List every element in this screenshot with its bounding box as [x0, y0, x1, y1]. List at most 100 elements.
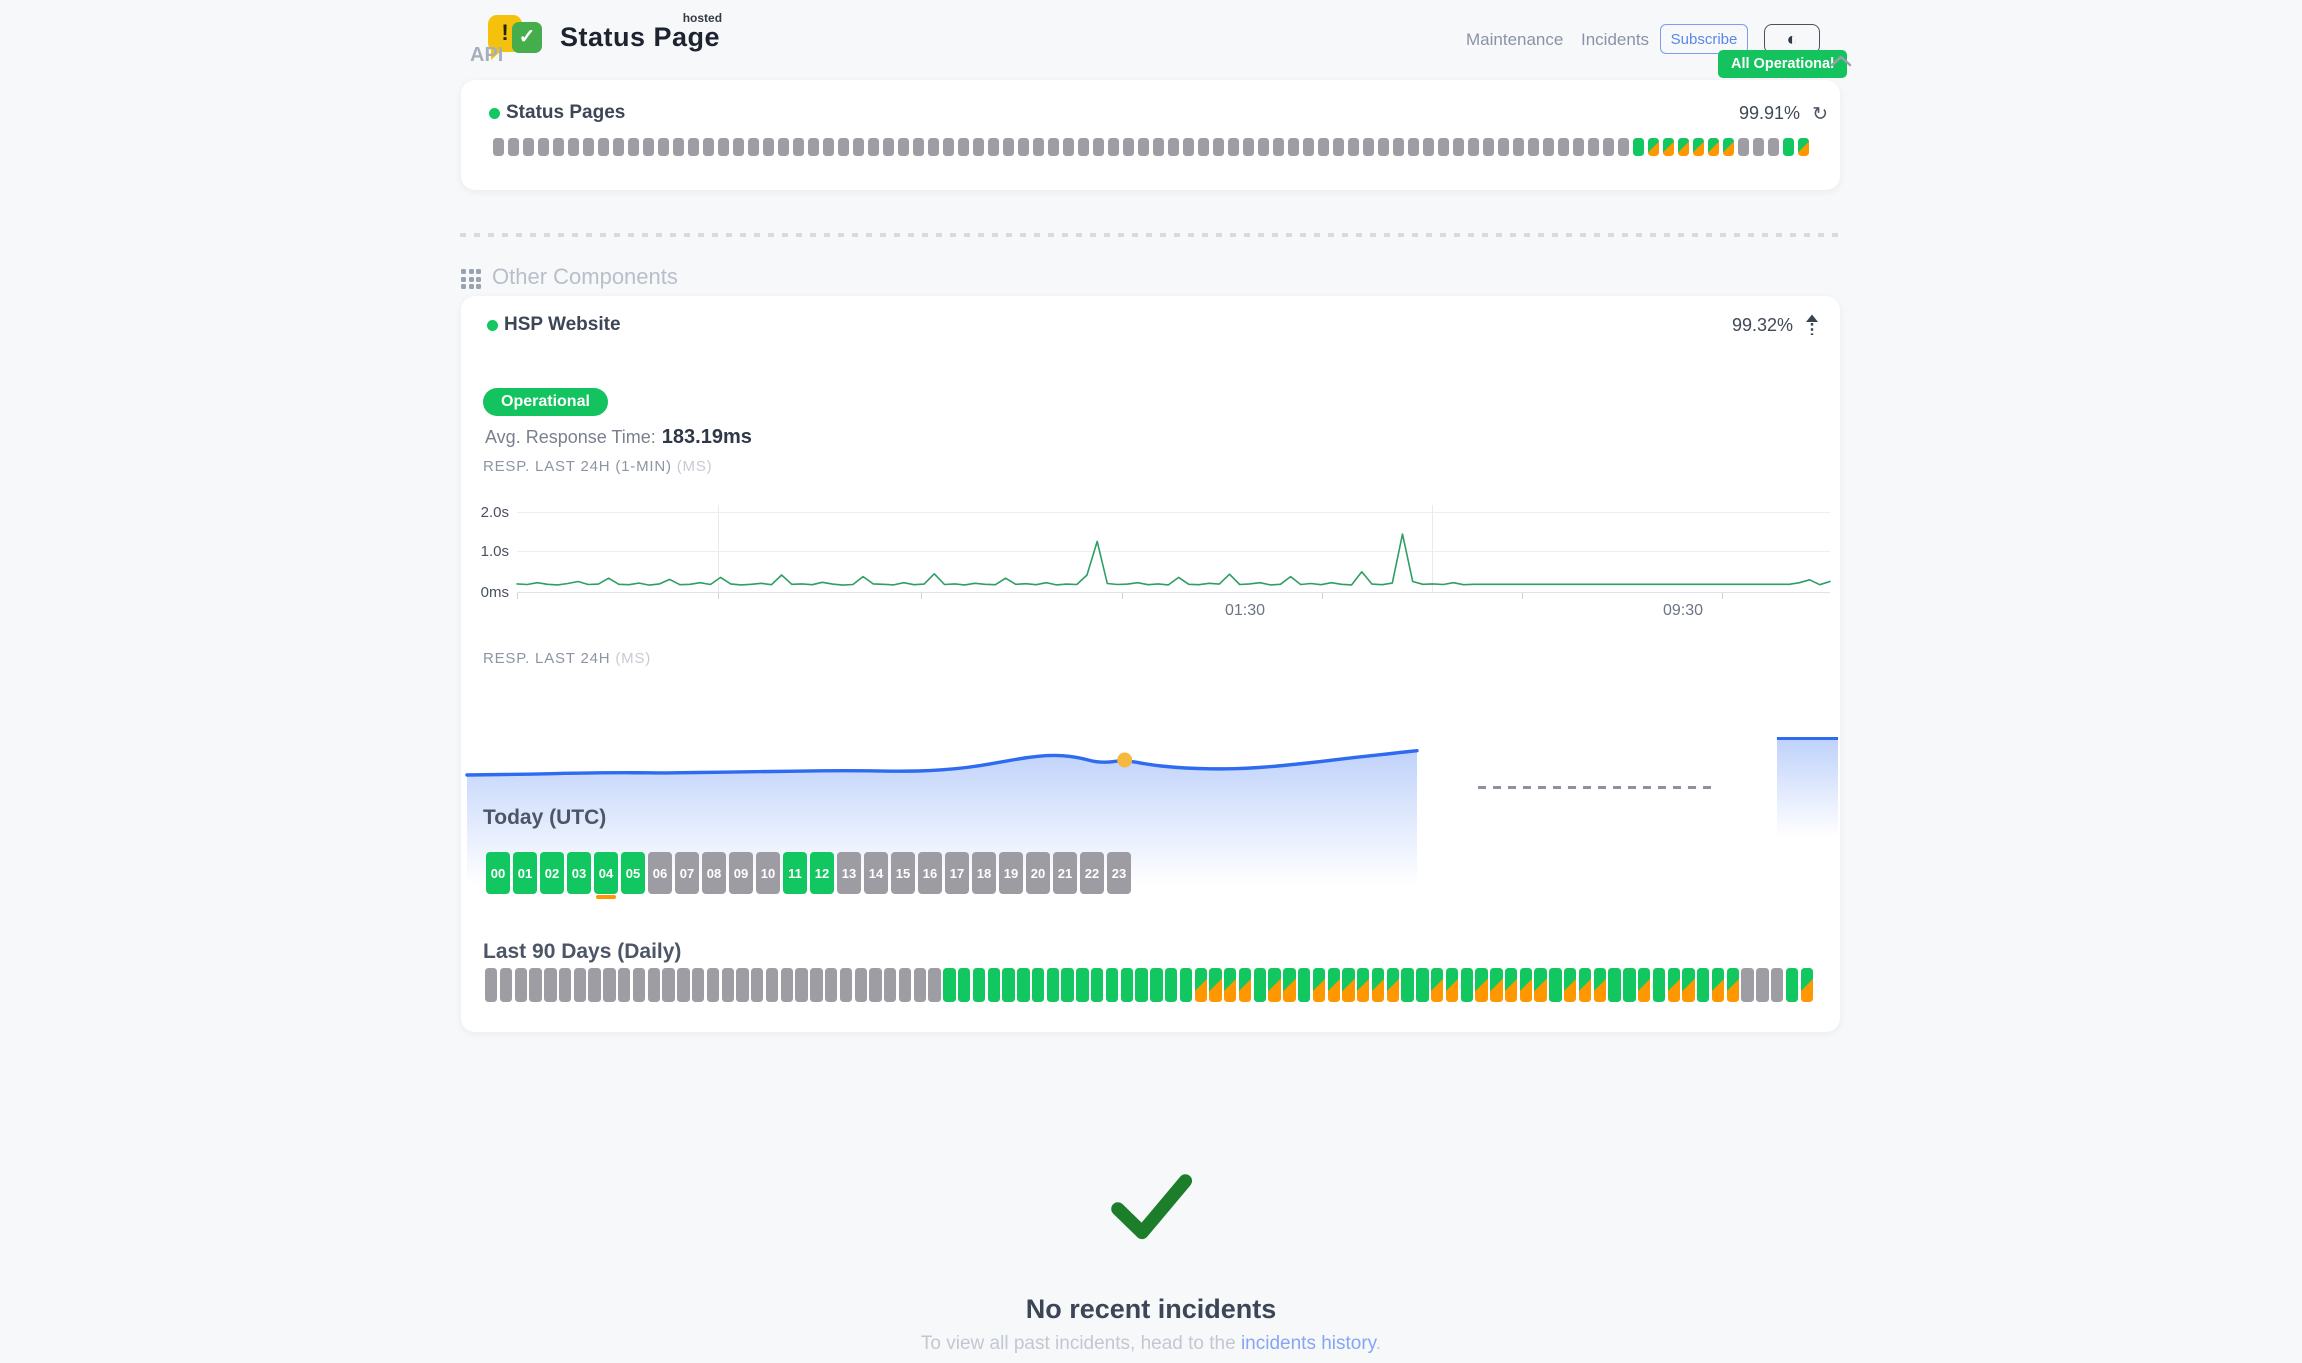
uptime-bar: [1333, 138, 1344, 156]
uptime-bar: [1678, 138, 1689, 156]
success-check-icon: [1111, 1174, 1193, 1240]
uptime-bar: [529, 968, 542, 1002]
hour-label: 03: [571, 865, 587, 881]
uptime-bar: [1063, 138, 1074, 156]
uptime-bar: [1573, 138, 1584, 156]
uptime-bar: [1708, 138, 1719, 156]
chart1-label: RESP. LAST 24H (1-MIN) (MS): [483, 458, 713, 475]
axis-tick: [1322, 593, 1323, 599]
hour-label: 00: [490, 865, 506, 881]
refresh-icon[interactable]: ↻: [1812, 104, 1828, 125]
hour-block-11: 11: [783, 852, 807, 894]
uptime-bar: [854, 968, 867, 1002]
uptime-bar: [1483, 138, 1494, 156]
uptime-bar: [1534, 968, 1547, 1002]
uptime-bar: [598, 138, 609, 156]
uptime-bar: [1798, 138, 1809, 156]
operational-status-badge: Operational: [483, 388, 608, 416]
uptime-bar: [898, 968, 912, 1002]
hour-label: 16: [922, 865, 938, 881]
uptime-bar: [1504, 968, 1518, 1002]
nav-maintenance[interactable]: Maintenance: [1466, 30, 1564, 49]
last90-bar-strip: [485, 968, 1813, 1002]
no-incidents-title: No recent incidents: [1025, 1294, 1277, 1324]
hour-block-10: 10: [756, 852, 780, 894]
uptime-bar: [1153, 138, 1164, 156]
subscribe-button[interactable]: Subscribe: [1660, 24, 1748, 54]
uptime-bar: [1150, 968, 1163, 1002]
uptime-bar: [1002, 968, 1015, 1002]
chart2-label: RESP. LAST 24H (MS): [483, 650, 652, 667]
ytick-1s: 1.0s: [480, 543, 509, 560]
uptime-bar: [1513, 138, 1524, 156]
nav-incidents[interactable]: Incidents: [1581, 30, 1650, 49]
uptime-bar: [1363, 138, 1374, 156]
axis-tick: [517, 593, 518, 599]
uptime-bar: [1179, 968, 1193, 1002]
hour-block-21: 21: [1053, 852, 1077, 894]
hour-label: 18: [976, 865, 992, 881]
gridline: [517, 512, 1830, 513]
uptime-bar: [499, 968, 513, 1002]
theme-half-moon-icon: ◐: [1786, 29, 1798, 49]
collapse-up-arrow-icon[interactable]: [1804, 313, 1820, 337]
uptime-bar: [810, 968, 823, 1002]
uptime-bar: [1519, 968, 1533, 1002]
uptime-bar: [1593, 968, 1606, 1002]
x-axis: [517, 592, 1830, 593]
uptime-bar: [632, 968, 646, 1002]
uptime-bar: [1183, 138, 1194, 156]
hour-block-09: 09: [729, 852, 753, 894]
uptime-bar: [706, 968, 720, 1002]
logo-bubble-tail: [491, 50, 502, 60]
uptime-bar: [736, 968, 749, 1002]
avg-response-value: 183.19ms: [661, 426, 752, 448]
uptime-bar: [1693, 138, 1704, 156]
uptime-bar: [691, 968, 705, 1002]
marker-dot[interactable]: [1117, 752, 1133, 768]
uptime-bar: [1756, 968, 1769, 1002]
avg-response-time: Avg. Response Time: 183.19ms: [485, 426, 752, 449]
uptime-bar: [1318, 138, 1329, 156]
uptime-bar: [839, 968, 853, 1002]
uptime-bar: [853, 138, 864, 156]
incidents-history-link[interactable]: incidents history: [1240, 1333, 1376, 1354]
uptime-bar: [1460, 968, 1473, 1002]
uptime-bar: [1416, 968, 1429, 1002]
uptime-bar: [1588, 138, 1599, 156]
brand: hosted Status Page: [560, 11, 722, 53]
uptime-bar: [793, 138, 804, 156]
uptime-bar: [1253, 968, 1267, 1002]
uptime-bar: [1608, 968, 1621, 1002]
uptime-bar: [1783, 138, 1794, 156]
uptime-bar: [673, 138, 684, 156]
uptime-bar: [1423, 138, 1434, 156]
hour-block-12: 12: [810, 852, 834, 894]
hsp-website-card: HSP Website 99.32% Operational Avg. Resp…: [461, 296, 1840, 1032]
hour-block-03: 03: [567, 852, 591, 894]
uptime-bar: [514, 968, 527, 1002]
uptime-bar: [1108, 138, 1119, 156]
alert-icon: !: [501, 20, 509, 45]
hour-label: 08: [706, 865, 722, 881]
uptime-bar: [1490, 968, 1503, 1002]
uptime-bar: [1652, 968, 1666, 1002]
uptime-bar: [588, 968, 601, 1002]
uptime-bar: [677, 968, 690, 1002]
uptime-bar: [795, 968, 808, 1002]
uptime-bar: [1528, 138, 1539, 156]
chevron-up-icon[interactable]: [1830, 55, 1852, 67]
hour-label: 21: [1057, 865, 1073, 881]
uptime-bar: [824, 968, 838, 1002]
uptime-bar: [1061, 968, 1074, 1002]
uptime-bar: [1697, 968, 1710, 1002]
section-title-api: API: [470, 44, 504, 66]
uptime-bar: [1283, 968, 1296, 1002]
uptime-bar: [523, 138, 534, 156]
uptime-bar: [544, 968, 557, 1002]
uptime-bar: [1618, 138, 1629, 156]
uptime-percentage: 99.32%: [1731, 315, 1793, 335]
hour-block-00: 00: [486, 852, 510, 894]
uptime-bar: [1046, 968, 1060, 1002]
logo[interactable]: ! ✓: [488, 15, 548, 60]
